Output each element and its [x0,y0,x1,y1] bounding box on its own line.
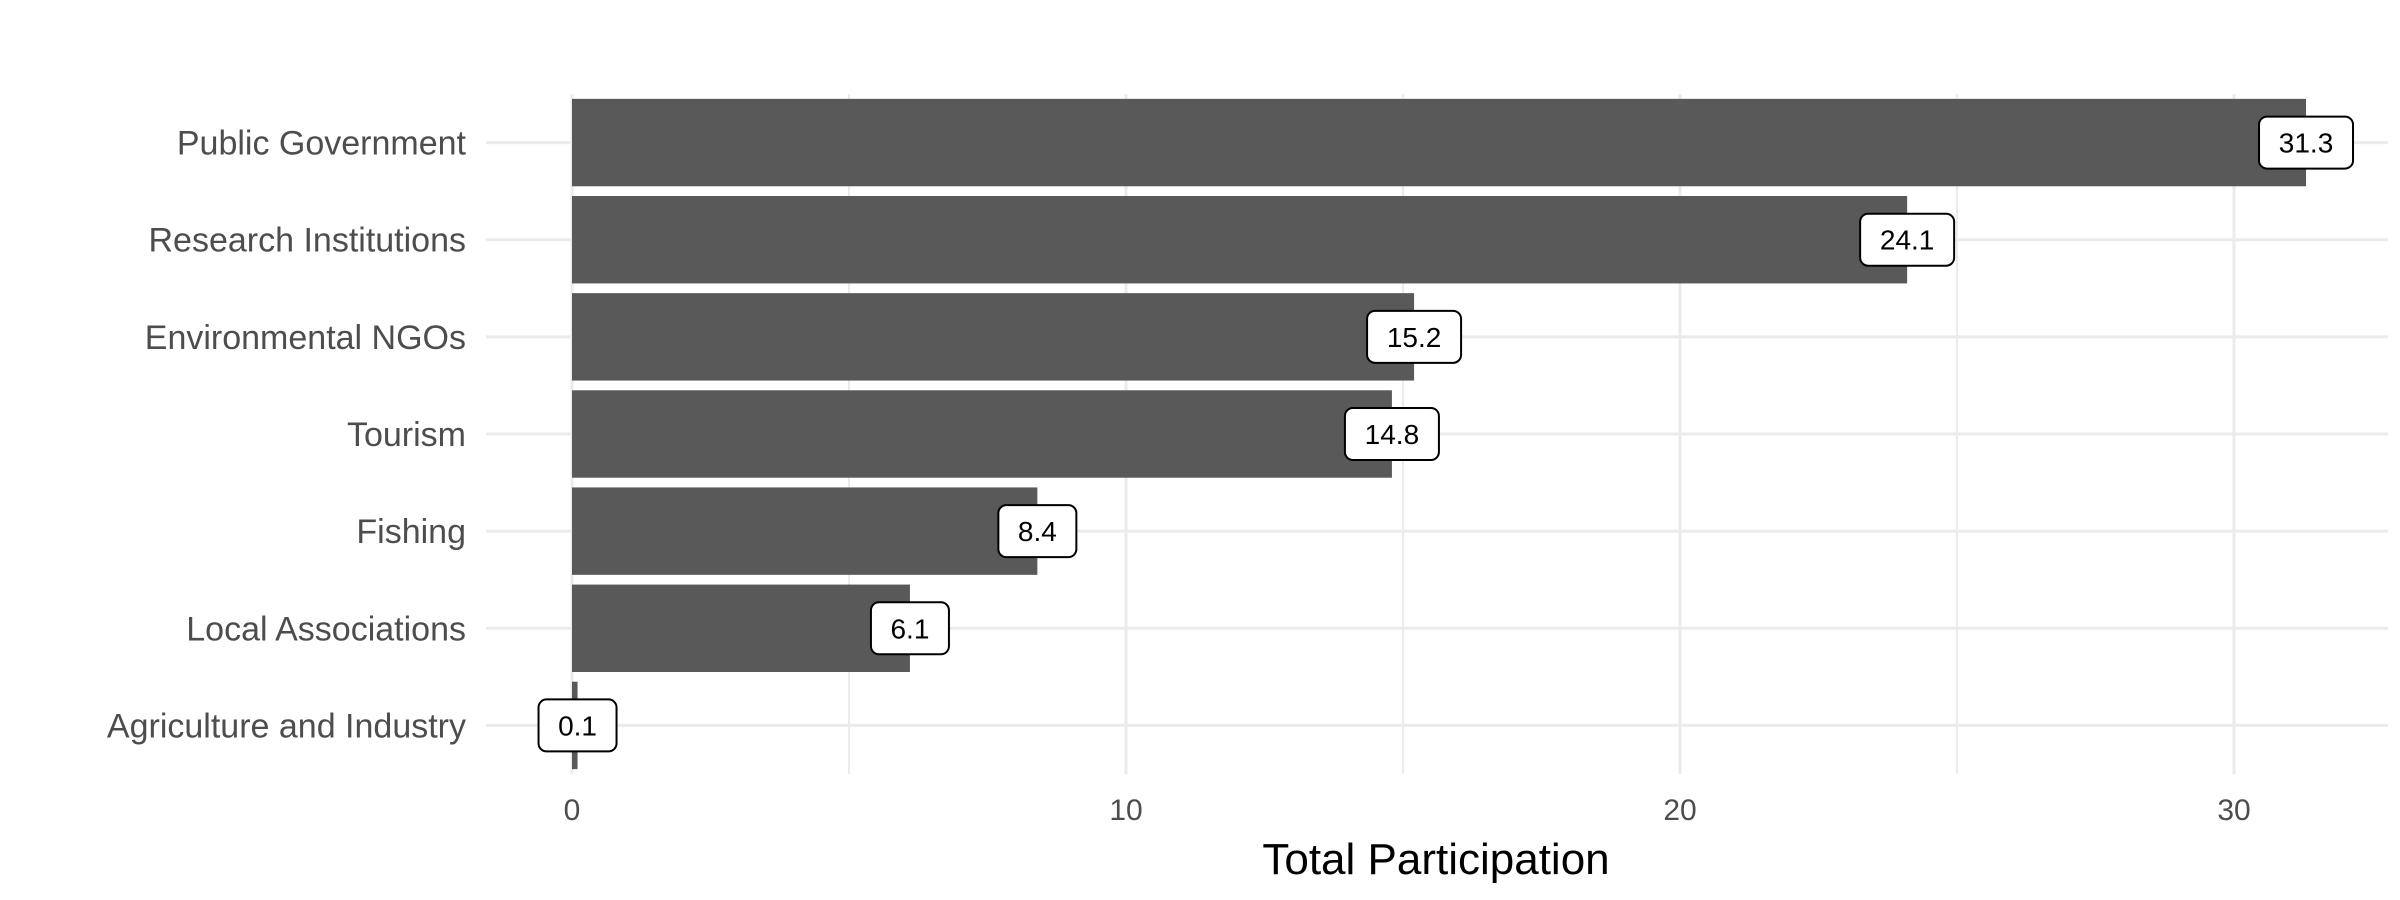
bar [572,487,1038,575]
x-axis-title: Total Participation [1262,835,1609,884]
category-label: Public Government [177,125,467,163]
data-label-box [1366,309,1463,364]
category-label: Research Institutions [149,222,467,260]
data-label-box [2258,115,2355,170]
category-label: Environmental NGOs [145,319,466,357]
data-labels: 31.3 24.1 15.2 14.8 8.4 6.1 0.1 [537,115,2355,753]
x-tick-label: 20 [1663,794,1696,827]
bars [572,98,2307,770]
category-label: Tourism [347,416,466,454]
data-label-box [1859,212,1956,267]
category-label: Fishing [356,513,466,551]
x-tick-label: 10 [1109,794,1142,827]
bar [572,584,910,672]
data-label-box [1343,407,1440,461]
bar [572,390,1392,478]
data-label-box [869,601,950,656]
data-label-box [537,698,618,753]
category-label: Local Associations [186,610,466,648]
bar [572,98,2307,187]
data-label: 0.1 [558,710,597,741]
data-label: 24.1 [1880,225,1935,256]
data-label: 15.2 [1387,322,1442,353]
y-axis-labels: Public Government Research Institutions En… [107,125,467,746]
category-label: Agriculture and Industry [107,707,466,745]
x-tick-label: 0 [564,794,581,827]
bar [572,196,1908,284]
data-label: 31.3 [2279,128,2334,159]
data-label: 14.8 [1365,419,1420,450]
data-label: 6.1 [890,613,929,644]
data-label-box [997,504,1078,559]
x-tick-label: 30 [2217,794,2250,827]
data-label: 8.4 [1018,516,1057,547]
bar [572,293,1415,381]
x-axis-tick-labels: 0 10 20 30 [564,794,2251,827]
